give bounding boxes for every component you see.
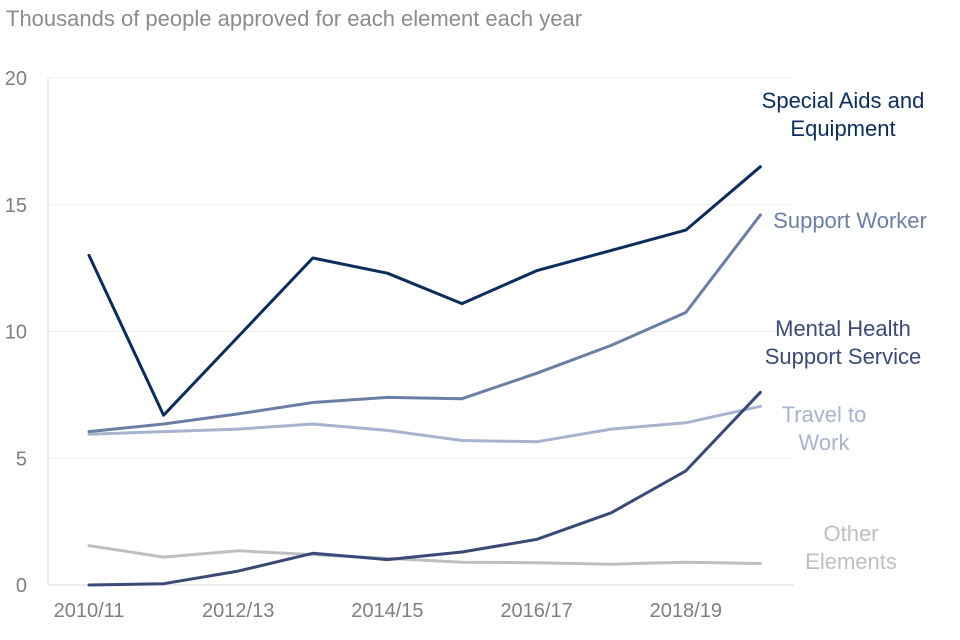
series-line-support-worker bbox=[87, 213, 762, 434]
x-tick-label: 2012/13 bbox=[202, 600, 274, 622]
series-label: Support Service bbox=[765, 344, 922, 369]
series-line-mental-health-support-service bbox=[87, 390, 762, 587]
series-line-other-elements bbox=[87, 544, 762, 566]
x-tick-label: 2016/17 bbox=[500, 600, 572, 622]
gridlines bbox=[47, 77, 794, 586]
series-label: Mental Health bbox=[775, 316, 911, 341]
series-line-special-aids-and-equipment bbox=[87, 165, 762, 417]
chart-subtitle: Thousands of people approved for each el… bbox=[6, 6, 582, 31]
x-tick-label: 2018/19 bbox=[650, 600, 722, 622]
series-label: Travel to bbox=[782, 402, 867, 427]
series-label: Elements bbox=[805, 549, 897, 574]
y-tick-label: 15 bbox=[5, 195, 27, 217]
series-line-travel-to-work bbox=[87, 404, 762, 444]
series-label: Other bbox=[823, 521, 878, 546]
y-tick-label: 10 bbox=[5, 322, 27, 344]
series-label: Special Aids and bbox=[762, 88, 925, 113]
series-label: Support Worker bbox=[773, 208, 927, 233]
series-label: Equipment bbox=[790, 116, 895, 141]
y-tick-label: 20 bbox=[5, 68, 27, 90]
y-tick-label: 5 bbox=[16, 448, 27, 470]
series-labels: Special Aids and Equipment Support Worker M… bbox=[762, 88, 927, 574]
series-lines bbox=[87, 165, 762, 587]
x-tick-label: 2010/11 bbox=[54, 600, 125, 622]
y-axis-ticks: 0 5 10 15 20 bbox=[5, 68, 27, 597]
x-axis-ticks: 2010/11 2012/13 2014/15 2016/17 2018/19 bbox=[54, 600, 722, 622]
x-tick-label: 2014/15 bbox=[351, 600, 423, 622]
series-label: Work bbox=[799, 430, 851, 455]
y-tick-label: 0 bbox=[16, 575, 27, 597]
